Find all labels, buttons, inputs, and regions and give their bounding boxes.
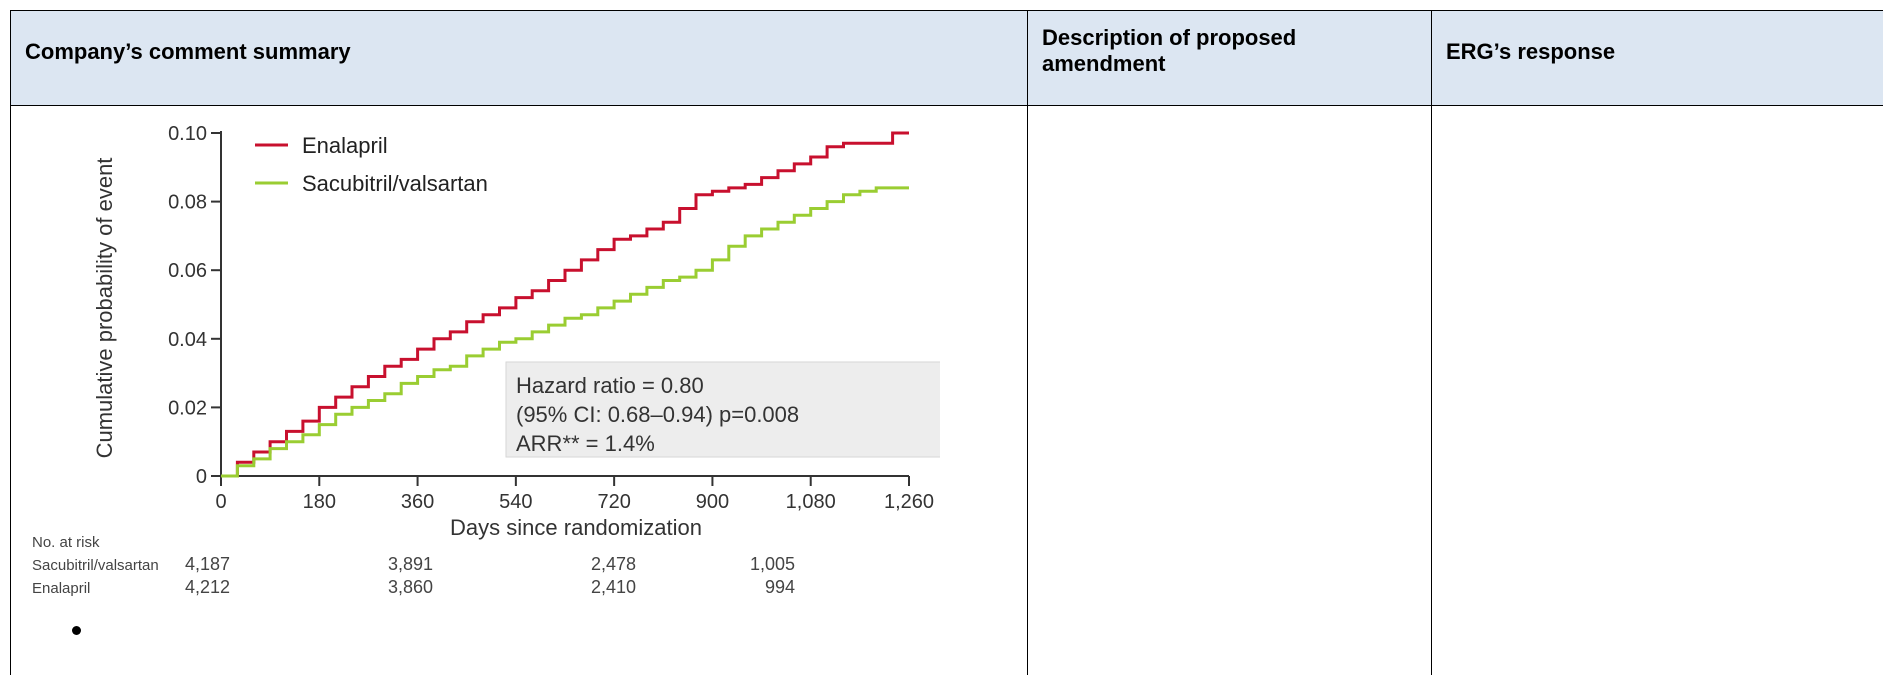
header-erg-response: ERG’s response (1446, 39, 1616, 64)
x-tick-label: 900 (696, 491, 729, 513)
header-proposed-amendment: Description of proposed amendment (1042, 25, 1297, 76)
risk-table-value: 3,860 (388, 577, 433, 597)
y-tick-label: 0 (196, 466, 207, 488)
x-tick-label: 180 (303, 491, 336, 513)
comments-table: Company’s comment summary Description of… (10, 10, 1883, 675)
risk-table-row-label: Enalapril (32, 580, 90, 597)
risk-table-value: 2,478 (591, 554, 636, 574)
y-tick-label: 0.10 (168, 123, 207, 145)
x-tick-label: 360 (401, 491, 434, 513)
y-axis-title: Cumulative probability of event (92, 158, 117, 459)
y-tick-label: 0.08 (168, 192, 207, 214)
series-line (221, 131, 909, 478)
annotation-line: Hazard ratio = 0.80 (516, 373, 704, 398)
risk-table-value: 994 (765, 577, 795, 597)
annotation-line: ARR** = 1.4% (516, 431, 655, 456)
risk-table-value: 1,005 (750, 554, 795, 574)
annotation-line: (95% CI: 0.68–0.94) p=0.008 (516, 402, 799, 427)
annotation-box (505, 361, 940, 458)
y-tick-label: 0.04 (168, 329, 207, 351)
km-chart: Hazard ratio = 0.80 (95% CI: 0.68–0.94) p… (32, 123, 940, 597)
risk-table-row-label: Sacubitril/valsartan (32, 557, 159, 574)
y-tick-label: 0.02 (168, 397, 207, 419)
legend-label: Enalapril (302, 133, 388, 158)
column-divider (1027, 11, 1028, 675)
y-tick-label: 0.06 (168, 260, 207, 282)
header-cell-proposed-amendment: Description of proposed amendment (1028, 11, 1432, 106)
x-tick-label: 0 (215, 491, 226, 513)
legend-label: Sacubitril/valsartan (302, 171, 488, 196)
x-tick-label: 540 (499, 491, 532, 513)
x-tick-label: 720 (597, 491, 630, 513)
bullet-point (72, 626, 81, 635)
column-divider (1431, 11, 1432, 675)
risk-table-value: 4,212 (185, 577, 230, 597)
header-cell-company-comment: Company’s comment summary (11, 11, 1028, 106)
header-company-comment: Company’s comment summary (25, 39, 351, 64)
risk-table-value: 2,410 (591, 577, 636, 597)
x-axis-title: Days since randomization (450, 515, 702, 540)
x-tick-label: 1,080 (786, 491, 836, 513)
risk-table-value: 3,891 (388, 554, 433, 574)
x-tick-label: 1,260 (884, 491, 934, 513)
header-cell-erg-response: ERG’s response (1432, 11, 1883, 106)
series-line (221, 186, 909, 478)
risk-table-title: No. at risk (32, 534, 100, 551)
risk-table-value: 4,187 (185, 554, 230, 574)
